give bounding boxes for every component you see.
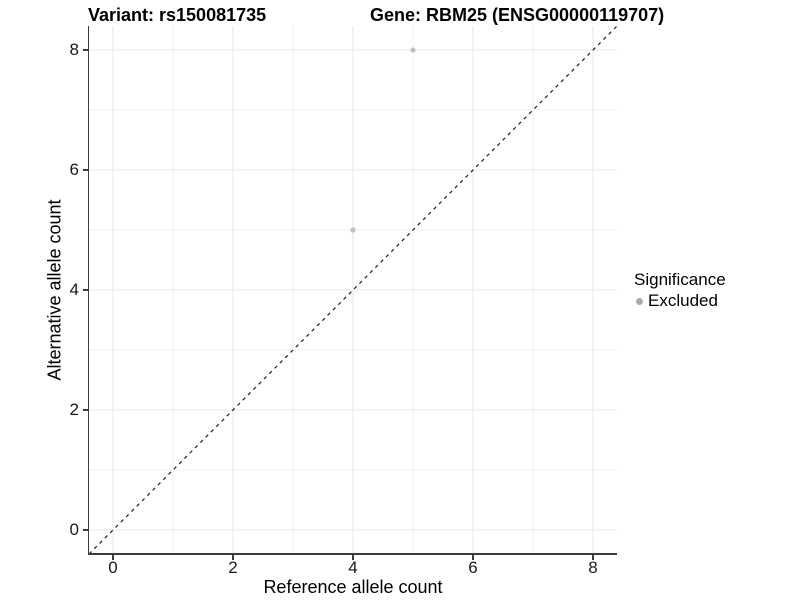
x-tick-label: 4 [348,558,358,577]
x-axis-tick [352,554,354,560]
plot-panel [88,25,618,555]
plot-title-variant: Variant: rs150081735 [88,5,267,25]
legend-entry-label: Excluded [648,291,718,310]
legend: Significance Excluded [634,270,726,311]
y-axis-tick [83,529,89,531]
legend-key-dot-icon [636,297,643,305]
y-tick-label: 4 [69,280,79,299]
data-point [410,47,416,53]
y-axis-tick [83,49,89,51]
x-axis-tick [592,554,594,560]
legend-entry: Excluded [634,291,726,311]
x-axis-tick [232,554,234,560]
plot-title-gene: Gene: RBM25 (ENSG00000119707) [370,5,665,25]
x-tick-label: 8 [588,558,598,577]
legend-entries: Excluded [634,291,726,311]
x-tick-label: 0 [108,558,118,577]
y-tick-label: 2 [69,400,79,419]
plot-area [88,25,618,555]
y-tick-label: 0 [69,520,79,539]
y-axis-tick [83,409,89,411]
data-point [350,227,356,233]
y-tick-label: 8 [69,40,79,59]
x-axis-line [87,553,617,555]
y-axis-tick [83,289,89,291]
y-tick-label: 6 [69,160,79,179]
x-axis-title: Reference allele count [263,577,443,597]
x-tick-label: 2 [228,558,238,577]
x-axis-tick [472,554,474,560]
x-tick-label: 6 [468,558,478,577]
legend-title: Significance [634,270,726,289]
y-axis-tick [83,169,89,171]
x-axis-tick [112,554,114,560]
